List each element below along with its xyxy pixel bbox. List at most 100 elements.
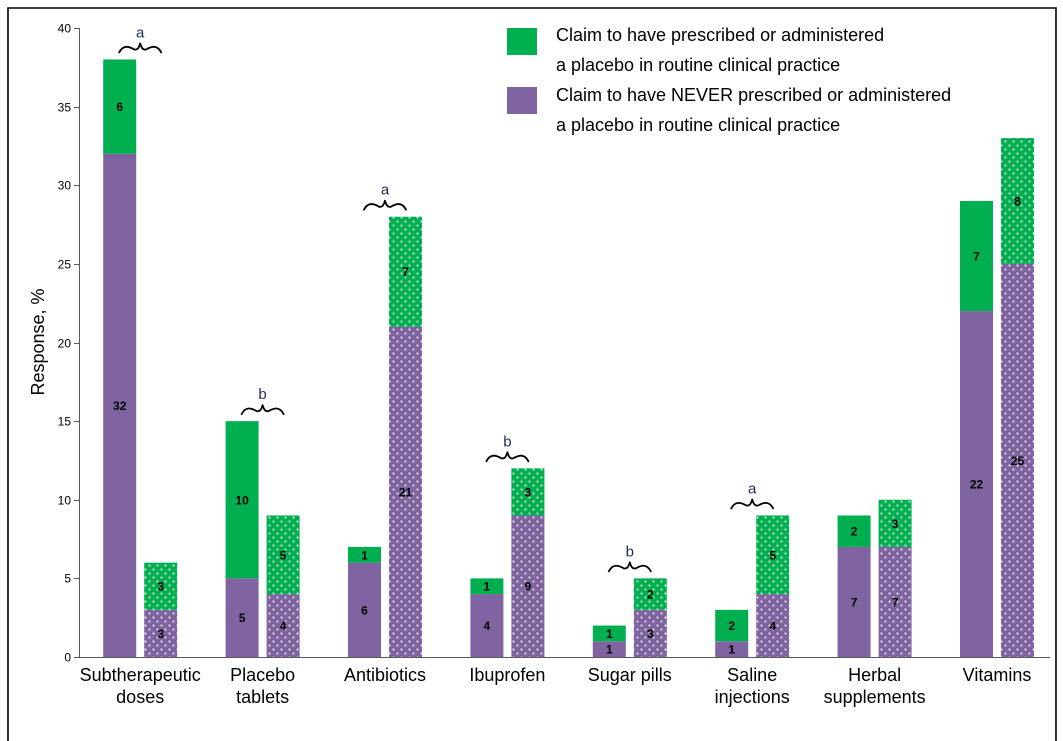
significance-brace	[118, 42, 163, 54]
data-label: 8	[1014, 194, 1021, 208]
category-label: Saline injections	[715, 665, 790, 707]
significance-letter: a	[748, 480, 757, 497]
bar-segment-solid	[348, 546, 381, 563]
significance-brace	[485, 451, 530, 463]
data-label: 4	[769, 619, 776, 633]
legend-label-never-prescribed: Claim to have NEVER prescribed or admini…	[556, 85, 951, 135]
chart-border	[7, 7, 1057, 741]
data-label: 3	[647, 627, 654, 641]
data-label: 21	[399, 485, 413, 499]
data-label: 9	[525, 580, 532, 594]
category-label: Vitamins	[963, 665, 1032, 685]
bar-segment-dotted	[144, 609, 178, 657]
data-label: 6	[361, 603, 368, 617]
bar-segment-dotted	[1001, 138, 1034, 264]
data-label: 2	[851, 525, 858, 539]
bar-segment-solid	[715, 609, 749, 642]
bar-segment-solid	[837, 515, 871, 547]
data-label: 1	[606, 643, 613, 657]
bar-segment-solid	[592, 641, 626, 657]
bar-segment-solid	[592, 625, 626, 642]
bar-segment-solid	[715, 641, 749, 657]
bar-segment-dotted	[511, 515, 545, 657]
bar-segment-solid	[470, 594, 504, 657]
bar-segment-dotted	[633, 609, 667, 657]
data-label: 2	[728, 619, 735, 633]
bar-segment-dotted	[389, 326, 422, 657]
significance-letter: b	[258, 386, 266, 403]
bar-segment-solid	[225, 421, 259, 579]
bar-segment-dotted	[266, 594, 300, 657]
y-tick-label: 30	[58, 179, 72, 193]
data-label: 3	[892, 517, 899, 531]
y-axis-title: Response, %	[28, 288, 48, 395]
data-label: 1	[606, 627, 613, 641]
y-tick-label: 35	[58, 101, 72, 115]
bar-segment-solid	[837, 546, 871, 657]
bar-segment-solid	[103, 153, 137, 658]
category-label: Sugar pills	[588, 665, 672, 685]
category-label: Subtherapeutic doses	[80, 665, 201, 707]
significance-brace	[363, 199, 407, 211]
data-label: 3	[525, 485, 532, 499]
data-label: 4	[280, 619, 287, 633]
legend: Claim to have prescribed or administered…	[507, 25, 951, 135]
category-label: Herbal supplements	[824, 665, 926, 707]
y-tick-label: 10	[58, 494, 72, 508]
category-label: Placebo tablets	[230, 665, 295, 707]
bar-segment-solid	[348, 562, 381, 657]
y-tick-label: 0	[64, 651, 71, 665]
bar-segment-dotted	[756, 594, 790, 657]
data-label: 3	[157, 627, 164, 641]
data-label: 2	[647, 588, 654, 602]
bar-segment-dotted	[878, 499, 912, 547]
significance-letter: b	[503, 433, 511, 450]
data-label: 1	[728, 643, 735, 657]
bar-segment-dotted	[144, 562, 178, 610]
data-label: 5	[280, 548, 287, 562]
significance-brace	[730, 498, 775, 510]
data-label: 7	[973, 250, 980, 264]
bar-segment-solid	[470, 578, 504, 595]
legend-swatch-prescribed	[507, 28, 537, 55]
bar-segment-solid	[960, 311, 993, 657]
bar-segment-dotted	[878, 546, 912, 657]
significance-brace	[240, 404, 285, 416]
legend-label-prescribed: Claim to have prescribed or administered…	[556, 25, 884, 75]
bar-segment-dotted	[633, 578, 667, 610]
bar-segment-dotted	[389, 216, 422, 327]
significance-letter: a	[381, 182, 390, 199]
y-tick-label: 5	[64, 572, 71, 586]
bar-segment-solid	[225, 578, 259, 657]
data-label: 32	[113, 399, 127, 413]
data-label: 4	[484, 619, 491, 633]
data-label: 22	[970, 478, 984, 492]
bar-segment-dotted	[266, 515, 300, 595]
significance-letter: b	[626, 543, 634, 560]
data-label: 1	[484, 580, 491, 594]
bar-segment-solid	[103, 59, 137, 154]
data-label: 10	[235, 493, 249, 507]
bar-segment-solid	[960, 200, 993, 312]
category-label: Ibuprofen	[469, 665, 545, 685]
data-label: 7	[851, 595, 858, 609]
data-label: 5	[239, 611, 246, 625]
significance-letter: a	[136, 24, 145, 41]
data-label: 6	[116, 100, 123, 114]
bar-segment-dotted	[1001, 263, 1034, 657]
y-tick-label: 40	[58, 22, 72, 36]
bar-segment-dotted	[511, 468, 545, 516]
y-tick-label: 15	[58, 415, 72, 429]
category-label: Antibiotics	[344, 665, 426, 685]
bar-segment-dotted	[756, 515, 790, 595]
data-label: 5	[769, 548, 776, 562]
data-label: 7	[402, 265, 409, 279]
legend-swatch-never-prescribed	[507, 87, 537, 114]
y-tick-label: 25	[58, 258, 72, 272]
significance-brace	[607, 561, 652, 573]
data-label: 25	[1011, 454, 1025, 468]
data-label: 1	[361, 548, 368, 562]
y-tick-label: 20	[58, 337, 72, 351]
